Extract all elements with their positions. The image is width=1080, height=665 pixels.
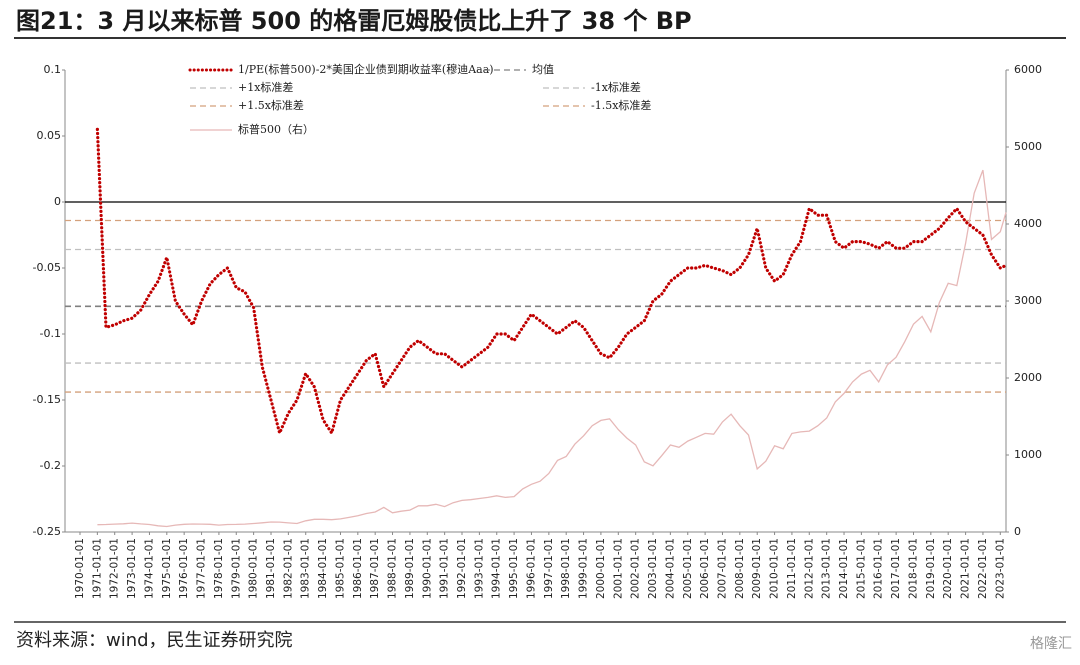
x-tick-label: 2005-01-01: [682, 538, 694, 599]
x-tick-label: 1987-01-01: [369, 538, 381, 599]
x-tick-label: 1985-01-01: [334, 538, 346, 599]
title: 图21：3 月以来标普 500 的格雷厄姆股债比上升了 38 个 BP: [16, 7, 692, 35]
legend-label: 标普500（右）: [238, 122, 314, 136]
x-tick-label: 2012-01-01: [803, 538, 815, 599]
x-tick-label: 2022-01-01: [977, 538, 989, 599]
y-tick-label: -0.05: [33, 261, 61, 274]
x-tick-label: 2008-01-01: [734, 538, 746, 599]
x-tick-label: 2020-01-01: [942, 538, 954, 599]
x-tick-label: 1997-01-01: [543, 538, 555, 599]
legend-label: -1.5x标准差: [591, 98, 651, 112]
x-tick-label: 1982-01-01: [282, 538, 294, 599]
x-tick-label: 1979-01-01: [230, 538, 242, 599]
x-tick-label: 2004-01-01: [664, 538, 676, 599]
x-tick-label: 1981-01-01: [265, 538, 277, 599]
legend-label: -1x标准差: [591, 80, 641, 94]
x-tick-label: 2019-01-01: [925, 538, 937, 599]
y2-tick-label: 3000: [1014, 294, 1042, 307]
series-line: [95, 127, 1008, 438]
x-tick-label: 1977-01-01: [196, 538, 208, 599]
x-tick-label: 1980-01-01: [248, 538, 260, 599]
y-tick-label: -0.25: [33, 525, 61, 538]
x-tick-label: 1976-01-01: [178, 538, 190, 599]
y-tick-label: -0.15: [33, 393, 61, 406]
y-tick-label: 0.05: [37, 129, 62, 142]
x-tick-label: 1995-01-01: [508, 538, 520, 599]
x-tick-label: 1975-01-01: [161, 538, 173, 599]
x-tick-label: 2021-01-01: [960, 538, 972, 599]
source: 资料来源：wind，民生证券研究院: [16, 630, 293, 651]
x-tick-label: 2015-01-01: [855, 538, 867, 599]
y-tick-label: 0.1: [44, 63, 62, 76]
x-tick-label: 2006-01-01: [699, 538, 711, 599]
x-tick-label: 1992-01-01: [456, 538, 468, 599]
x-tick-label: 1999-01-01: [578, 538, 590, 599]
y2-tick-label: 2000: [1014, 371, 1042, 384]
x-tick-label: 1991-01-01: [439, 538, 451, 599]
series-line: [97, 169, 1007, 528]
x-tick-label: 1983-01-01: [300, 538, 312, 599]
watermark: 格隆汇: [1030, 636, 1072, 652]
x-tick-label: 2002-01-01: [630, 538, 642, 599]
x-tick-label: 1973-01-01: [126, 538, 138, 599]
x-tick-label: 2013-01-01: [821, 538, 833, 599]
y2-tick-label: 6000: [1014, 63, 1042, 76]
y2-tick-label: 0: [1014, 525, 1021, 538]
y-tick-label: -0.1: [40, 327, 61, 340]
x-tick-label: 1993-01-01: [473, 538, 485, 599]
y-tick-label: -0.2: [40, 459, 61, 472]
y-tick-label: 0: [54, 195, 61, 208]
x-tick-label: 1970-01-01: [74, 538, 86, 599]
x-tick-label: 1978-01-01: [213, 538, 225, 599]
x-tick-label: 1988-01-01: [387, 538, 399, 599]
x-tick-label: 2009-01-01: [751, 538, 763, 599]
x-tick-label: 1972-01-01: [109, 538, 121, 599]
x-tick-label: 2003-01-01: [647, 538, 659, 599]
x-tick-label: 2023-01-01: [994, 538, 1006, 599]
x-tick-label: 2010-01-01: [769, 538, 781, 599]
x-tick-label: 1974-01-01: [143, 538, 155, 599]
x-tick-label: 2011-01-01: [786, 538, 798, 599]
x-tick-label: 2017-01-01: [890, 538, 902, 599]
x-tick-label: 1984-01-01: [317, 538, 329, 599]
y2-tick-label: 1000: [1014, 448, 1042, 461]
legend-label: 1/PE(标普500)-2*美国企业债到期收益率(穆迪Aaa): [238, 62, 494, 76]
y2-tick-label: 5000: [1014, 140, 1042, 153]
x-tick-label: 2007-01-01: [716, 538, 728, 599]
x-tick-label: 1986-01-01: [352, 538, 364, 599]
x-tick-label: 2001-01-01: [612, 538, 624, 599]
x-tick-label: 1989-01-01: [404, 538, 416, 599]
x-tick-label: 2016-01-01: [873, 538, 885, 599]
x-tick-label: 2018-01-01: [907, 538, 919, 599]
legend-label: 均值: [532, 63, 554, 76]
x-tick-label: 1996-01-01: [525, 538, 537, 599]
y2-tick-label: 4000: [1014, 217, 1042, 230]
legend-label: +1.5x标准差: [238, 98, 304, 112]
x-tick-label: 1990-01-01: [421, 538, 433, 599]
x-tick-label: 1998-01-01: [560, 538, 572, 599]
legend-label: +1x标准差: [238, 80, 293, 94]
x-tick-label: 1994-01-01: [491, 538, 503, 599]
x-tick-label: 2000-01-01: [595, 538, 607, 599]
x-tick-label: 2014-01-01: [838, 538, 850, 599]
x-tick-label: 1971-01-01: [91, 538, 103, 599]
